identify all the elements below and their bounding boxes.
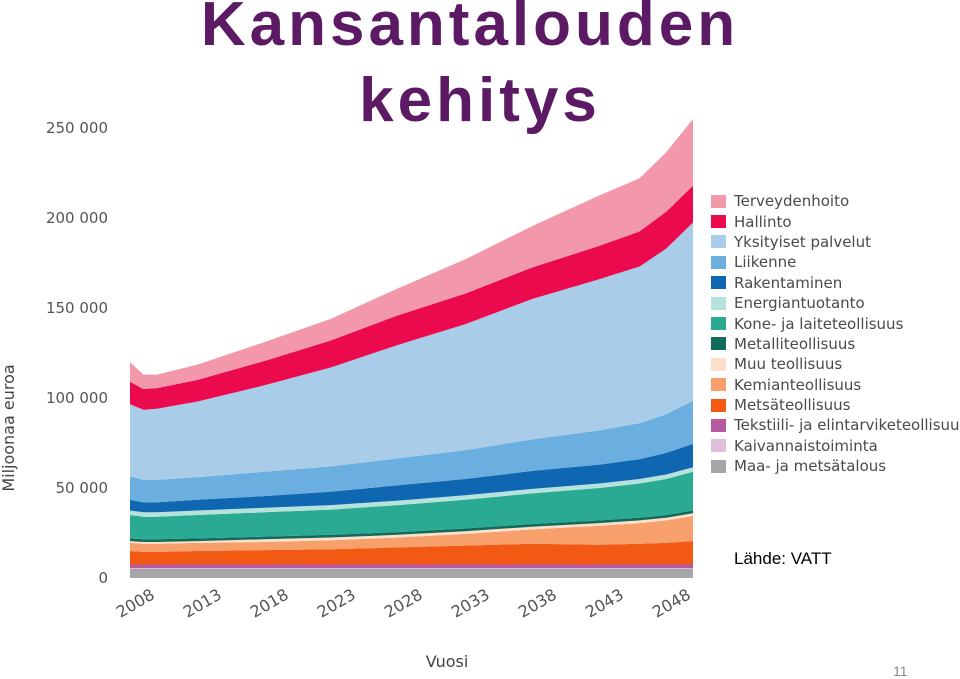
- source-note: Lähde: VATT: [734, 549, 832, 568]
- area-3: [130, 541, 693, 565]
- x-tick-label: 2013: [180, 585, 225, 622]
- legend-item: Terveydenhoito: [711, 191, 960, 211]
- chart-areas: [130, 119, 693, 578]
- legend-label: Liikenne: [734, 253, 797, 272]
- legend-label: Energiantuotanto: [734, 294, 865, 313]
- legend-label: Hallinto: [734, 212, 792, 231]
- legend-swatch: [711, 317, 726, 331]
- legend-item: Kone- ja laiteteollisuus: [711, 313, 960, 333]
- legend-swatch: [711, 276, 726, 290]
- legend-label: Maa- ja metsätalous: [734, 457, 887, 476]
- x-axis-ticks: 2008 2013 2018 2023 2028 2033 2038 2043 2048: [113, 585, 694, 622]
- legend-label: Kemianteollisuus: [734, 375, 862, 394]
- legend-swatch: [711, 439, 726, 453]
- legend-item: Hallinto: [711, 211, 960, 231]
- area-7: [130, 471, 693, 540]
- y-axis-title: Miljoonaa euroa: [0, 364, 18, 491]
- legend-swatch: [711, 378, 726, 392]
- legend-swatch: [711, 337, 726, 351]
- x-tick-label: 2048: [649, 585, 694, 622]
- x-tick-label: 2038: [515, 585, 560, 622]
- page-number: 11: [893, 663, 908, 679]
- legend-item: Maa- ja metsätalous: [711, 456, 960, 476]
- legend-item: Muu teollisuus: [711, 354, 960, 374]
- slide-title-line-2: kehitys: [359, 66, 601, 135]
- legend-item: Tekstiili- ja elintarviketeollisuus: [711, 415, 960, 435]
- legend-swatch: [711, 215, 726, 229]
- area-8: [130, 467, 693, 517]
- legend-label: Tekstiili- ja elintarviketeollisuus: [734, 416, 960, 435]
- legend-swatch: [711, 296, 726, 310]
- legend-item: Liikenne: [711, 252, 960, 272]
- area-11: [130, 222, 693, 480]
- area-1: [130, 568, 693, 569]
- legend-label: Yksityiset palvelut: [734, 232, 871, 251]
- legend-label: Terveydenhoito: [734, 192, 850, 211]
- legend-label: Kaivannaistoiminta: [734, 436, 878, 455]
- x-tick-label: 2018: [247, 585, 292, 622]
- y-tick-label: 200 000: [46, 209, 108, 227]
- area-10: [130, 400, 693, 503]
- x-tick-label: 2023: [314, 585, 359, 622]
- legend-swatch: [711, 235, 726, 249]
- x-tick-label: 2033: [448, 585, 493, 622]
- legend-swatch: [711, 357, 726, 371]
- y-tick-label: 100 000: [46, 389, 108, 407]
- y-tick-label: 150 000: [46, 299, 108, 317]
- legend-swatch: [711, 194, 726, 208]
- legend-swatch: [711, 398, 726, 412]
- legend-swatch: [711, 255, 726, 269]
- area-6: [130, 510, 693, 542]
- legend-label: Rakentaminen: [734, 273, 843, 292]
- x-tick-label: 2008: [113, 585, 158, 622]
- y-tick-label: 250 000: [46, 119, 108, 137]
- area-4: [130, 515, 693, 552]
- area-0: [130, 569, 693, 578]
- x-tick-label: 2028: [381, 585, 426, 622]
- x-tick-label: 2043: [582, 585, 627, 622]
- x-axis-title: Vuosi: [426, 652, 469, 671]
- area-2: [130, 564, 693, 569]
- legend-item: Metsäteollisuus: [711, 395, 960, 415]
- area-12: [130, 185, 693, 410]
- legend-item: Kaivannaistoiminta: [711, 436, 960, 456]
- chart-legend: Terveydenhoito Hallinto Yksityiset palvelu…: [711, 191, 960, 476]
- legend-item: Energiantuotanto: [711, 293, 960, 313]
- y-tick-label: 50 000: [56, 479, 109, 497]
- y-axis-ticks: 0 50 000 100 000 150 000 200 000 250 000: [46, 119, 108, 587]
- legend-swatch: [711, 418, 726, 432]
- y-tick-label: 0: [98, 569, 108, 587]
- slide-title-line-1: Kansantalouden: [200, 0, 740, 59]
- legend-swatch: [711, 459, 726, 473]
- legend-item: Kemianteollisuus: [711, 375, 960, 395]
- legend-label: Muu teollisuus: [734, 355, 843, 374]
- legend-label: Kone- ja laiteteollisuus: [734, 314, 904, 333]
- legend-label: Metalliteollisuus: [734, 334, 856, 353]
- area-9: [130, 443, 693, 513]
- legend-item: Rakentaminen: [711, 273, 960, 293]
- legend-item: Yksityiset palvelut: [711, 232, 960, 252]
- legend-label: Metsäteollisuus: [734, 396, 851, 415]
- legend-item: Metalliteollisuus: [711, 334, 960, 354]
